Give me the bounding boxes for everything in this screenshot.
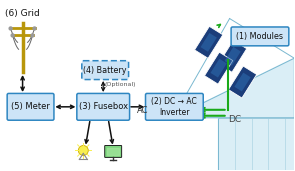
Text: (2) DC → AC
Inverter: (2) DC → AC Inverter [152,97,197,117]
Circle shape [9,27,12,30]
Polygon shape [204,52,233,84]
Polygon shape [235,73,251,91]
Polygon shape [195,26,223,58]
Text: (5) Meter: (5) Meter [11,102,50,111]
Text: DC: DC [229,115,242,124]
Text: (4) Battery: (4) Battery [83,66,127,75]
Text: (3) Fusebox: (3) Fusebox [79,102,128,111]
FancyBboxPatch shape [7,93,54,120]
Text: (1) Modules: (1) Modules [237,32,283,41]
Text: (6) Grid: (6) Grid [5,9,40,18]
Polygon shape [107,148,119,155]
Polygon shape [201,33,217,52]
Text: AC: AC [137,106,149,115]
FancyBboxPatch shape [145,93,203,120]
Polygon shape [218,118,294,170]
Circle shape [78,146,88,155]
FancyBboxPatch shape [231,27,289,46]
Text: (Optional): (Optional) [104,82,136,87]
Polygon shape [211,59,227,77]
Polygon shape [228,66,257,98]
FancyBboxPatch shape [82,61,129,80]
FancyBboxPatch shape [77,93,130,120]
Circle shape [33,27,36,30]
FancyBboxPatch shape [105,146,122,157]
Polygon shape [173,58,294,118]
Circle shape [31,34,34,37]
Polygon shape [224,47,241,66]
Polygon shape [219,40,247,72]
Circle shape [11,34,14,37]
